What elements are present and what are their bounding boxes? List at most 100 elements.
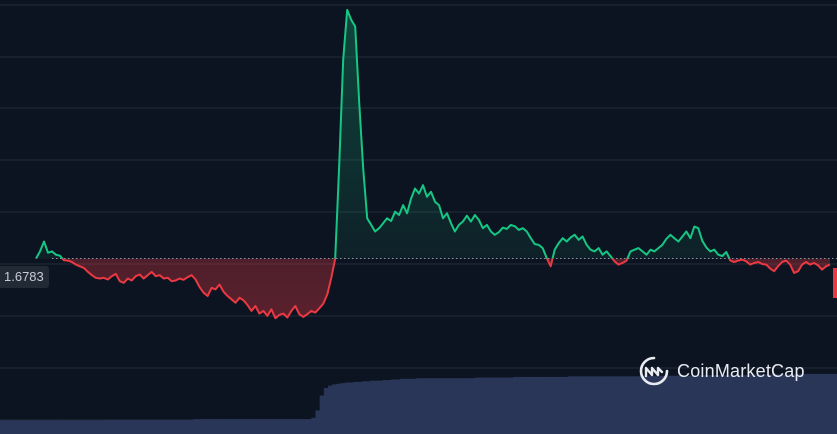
- volume-bar: [677, 375, 682, 434]
- volume-bar: [134, 419, 140, 434]
- volume-bar: [475, 377, 480, 434]
- volume-bar: [416, 378, 422, 434]
- volume-bars: [0, 373, 837, 434]
- volume-bar: [50, 420, 56, 434]
- volume-bar: [273, 419, 278, 434]
- volume-bar: [521, 376, 527, 434]
- volume-bar: [382, 380, 388, 434]
- volume-bar: [130, 419, 135, 434]
- volume-bar: [706, 375, 712, 434]
- volume-bar: [790, 374, 796, 434]
- volume-bar: [235, 419, 241, 434]
- volume-bar: [815, 373, 821, 434]
- price-line-up: [35, 8, 731, 259]
- volume-bar: [243, 419, 249, 434]
- volume-bar: [605, 376, 611, 434]
- volume-bar: [151, 419, 157, 434]
- volume-bar: [147, 419, 152, 434]
- volume-bar: [117, 419, 123, 434]
- brand-watermark[interactable]: CoinMarketCap: [638, 355, 805, 387]
- volume-bar: [365, 381, 371, 434]
- volume-bar: [748, 374, 754, 434]
- price-area: [36, 9, 830, 319]
- volume-bar: [206, 419, 211, 434]
- volume-bar: [786, 374, 792, 434]
- volume-bar: [323, 388, 329, 434]
- volume-bar: [84, 420, 89, 434]
- volume-bar: [176, 419, 182, 434]
- volume-bar: [294, 419, 300, 434]
- volume-bar: [412, 378, 417, 434]
- volume-bar: [214, 419, 220, 434]
- volume-bar: [454, 378, 459, 434]
- volume-bar: [88, 420, 93, 434]
- volume-bar: [399, 378, 405, 434]
- volume-bar: [231, 419, 236, 434]
- volume-bar: [286, 419, 291, 434]
- volume-bar: [538, 376, 543, 434]
- volume-bar: [197, 419, 203, 434]
- volume-bar: [689, 375, 695, 434]
- volume-bar: [193, 419, 199, 434]
- volume-bar: [462, 378, 468, 434]
- volume-bar: [702, 375, 708, 434]
- volume-bar: [21, 420, 26, 434]
- volume-bar: [113, 419, 119, 434]
- volume-bar: [33, 420, 39, 434]
- volume-bar: [483, 377, 489, 434]
- volume-bar: [639, 375, 644, 434]
- volume-bar: [75, 420, 81, 434]
- volume-bar: [807, 373, 813, 434]
- volume-bar: [344, 382, 350, 434]
- volume-bar: [715, 375, 720, 434]
- volume-bar: [92, 420, 98, 434]
- volume-bar: [492, 377, 497, 434]
- volume-bar: [71, 420, 77, 434]
- volume-bar: [744, 375, 750, 434]
- volume-bar: [778, 374, 783, 434]
- volume-bar: [723, 375, 729, 434]
- volume-bar: [378, 380, 384, 434]
- volume-bar: [782, 374, 787, 434]
- volume-bar: [614, 376, 619, 434]
- volume-bar: [189, 419, 194, 434]
- area-below-reference: [36, 258, 830, 319]
- volume-bar: [67, 420, 72, 434]
- volume-bar: [765, 374, 771, 434]
- reference-price-label: 1.6783: [0, 266, 49, 288]
- volume-bar: [403, 378, 409, 434]
- volume-bar: [222, 419, 228, 434]
- volume-bar: [437, 378, 443, 434]
- volume-bar: [164, 419, 169, 434]
- volume-bar: [109, 419, 114, 434]
- volume-bar: [96, 420, 102, 434]
- volume-bar: [450, 378, 455, 434]
- volume-bar: [660, 375, 665, 434]
- volume-bar: [8, 420, 14, 434]
- volume-bar: [429, 378, 434, 434]
- volume-bar: [761, 374, 766, 434]
- price-line-down: [35, 258, 831, 320]
- volume-bar: [227, 419, 232, 434]
- volume-bar: [201, 419, 207, 434]
- volume-bar: [727, 375, 733, 434]
- volume-bar: [315, 410, 321, 434]
- volume-bar: [386, 380, 392, 434]
- volume-bar: [584, 376, 590, 434]
- volume-bar: [260, 419, 266, 434]
- volume-bar: [811, 373, 817, 434]
- volume-bar: [361, 381, 367, 434]
- volume-bar: [63, 420, 68, 434]
- volume-bar: [752, 374, 758, 434]
- volume-bar: [719, 375, 724, 434]
- volume-bar: [12, 420, 18, 434]
- volume-bar: [218, 419, 224, 434]
- volume-bar: [803, 373, 808, 434]
- volume-bar: [820, 373, 825, 434]
- volume-bar: [298, 419, 304, 434]
- volume-bar: [37, 420, 43, 434]
- volume-bar: [513, 376, 518, 434]
- volume-bar: [757, 374, 762, 434]
